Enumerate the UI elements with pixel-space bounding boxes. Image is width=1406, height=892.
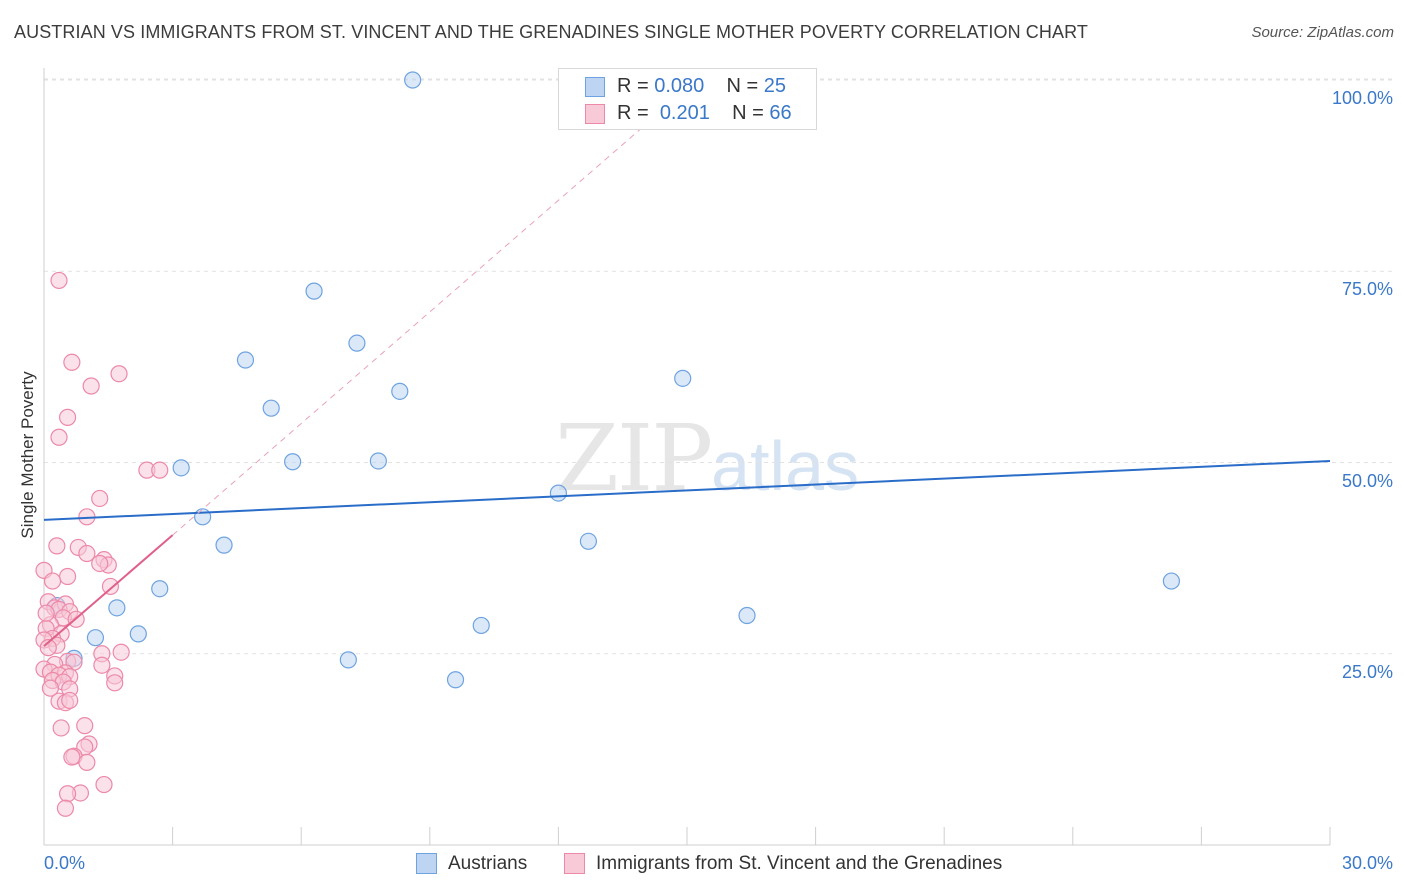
immigrants-point-2: [82, 377, 100, 395]
n-label: N =: [726, 75, 764, 97]
y-tick-label-75: 75.0%: [1341, 279, 1393, 300]
immigrants-point-4: [58, 408, 77, 426]
austrians-point-8: [284, 453, 302, 471]
watermark-atlas: atlas: [711, 427, 860, 505]
austrians-point-0: [404, 71, 422, 89]
r-label: R =: [617, 75, 655, 97]
immigrants-point-34: [112, 643, 130, 661]
immigrants-point-33: [39, 639, 57, 657]
n-label: N =: [732, 102, 770, 124]
source-label: Source: ZipAtlas.com: [1251, 24, 1394, 41]
austrians-point-1: [305, 282, 323, 300]
legend-swatch-austrians: [416, 853, 437, 874]
y-tick-label-25: 25.0%: [1341, 661, 1393, 682]
austrians-point-16: [108, 599, 126, 617]
immigrants-point-19: [101, 577, 120, 596]
immigrants-swatch: [585, 104, 605, 124]
watermark: ZIPatlas: [555, 405, 859, 512]
immigrants-point-0: [50, 271, 68, 290]
austrians-point-7: [172, 459, 190, 477]
stats-legend: R = 0.080 N = 25 R = 0.201 N = 66: [558, 68, 817, 130]
austrians-point-23: [446, 671, 465, 689]
immigrants-point-62: [58, 785, 77, 803]
immigrants-point-64: [56, 799, 75, 817]
austrians-point-17: [738, 606, 756, 625]
immigrants-point-17: [58, 567, 77, 586]
y-tick-label-50: 50.0%: [1341, 470, 1393, 491]
r-label: R =: [617, 102, 655, 124]
y-tick-label-100: 100.0%: [1331, 88, 1393, 108]
immigrants-point-12: [78, 544, 96, 563]
austrians-swatch: [585, 77, 605, 97]
austrians-point-15: [151, 580, 169, 598]
austrians-point-11: [194, 508, 212, 526]
x-tick-label-min: 0.0%: [44, 853, 86, 873]
immigrants-point-65: [37, 604, 55, 622]
immigrants-point-54: [76, 717, 94, 735]
immigrants-point-8: [91, 489, 109, 508]
immigrants-trend-extension: [172, 125, 645, 536]
immigrants-point-7: [151, 461, 169, 479]
legend-swatch-immigrants: [564, 853, 585, 874]
austrians-point-9: [369, 452, 387, 470]
x-tick-label-max: 30.0%: [1341, 853, 1393, 873]
immigrants-point-3: [110, 365, 128, 383]
n-value: 25: [763, 75, 787, 97]
immigrants-point-50: [41, 679, 60, 697]
immigrants-point-60: [78, 753, 96, 771]
austrians-point-2: [348, 334, 366, 352]
austrians-point-4: [674, 369, 692, 387]
immigrants-point-15: [91, 554, 109, 573]
immigrants-point-48: [106, 674, 124, 692]
austrians-point-14: [1162, 572, 1180, 590]
immigrants-point-53: [61, 691, 79, 710]
r-value: 0.201: [659, 102, 710, 124]
austrians-point-20: [86, 629, 105, 647]
austrians-point-18: [129, 625, 147, 643]
immigrants-point-5: [50, 428, 68, 446]
chart-title: AUSTRIAN VS IMMIGRANTS FROM ST. VINCENT …: [14, 22, 1088, 42]
immigrants-point-39: [93, 656, 111, 674]
n-value: 66: [769, 102, 792, 124]
austrians-point-12: [215, 536, 233, 554]
austrians-trend-line: [43, 459, 1331, 521]
r-value: 0.080: [654, 75, 705, 97]
immigrants-point-1: [63, 353, 81, 371]
austrians-point-6: [262, 399, 280, 417]
austrians-point-22: [339, 651, 357, 669]
immigrants-point-18: [43, 572, 62, 590]
watermark-zip: ZIP: [555, 405, 713, 512]
immigrants-point-55: [52, 719, 70, 737]
legend-label-austrians: Austrians: [448, 853, 528, 874]
immigrants-point-63: [95, 775, 113, 794]
austrians-point-13: [579, 532, 598, 550]
austrians-point-10: [549, 484, 568, 502]
immigrants-trend-line: [43, 534, 174, 647]
austrians-point-5: [391, 382, 409, 400]
immigrants-point-10: [48, 537, 66, 555]
immigrants-point-59: [63, 748, 81, 766]
austrians-point-19: [472, 616, 490, 635]
legend-label-immigrants: Immigrants from St. Vincent and the Gren…: [596, 853, 1003, 874]
austrians-point-3: [236, 351, 255, 369]
